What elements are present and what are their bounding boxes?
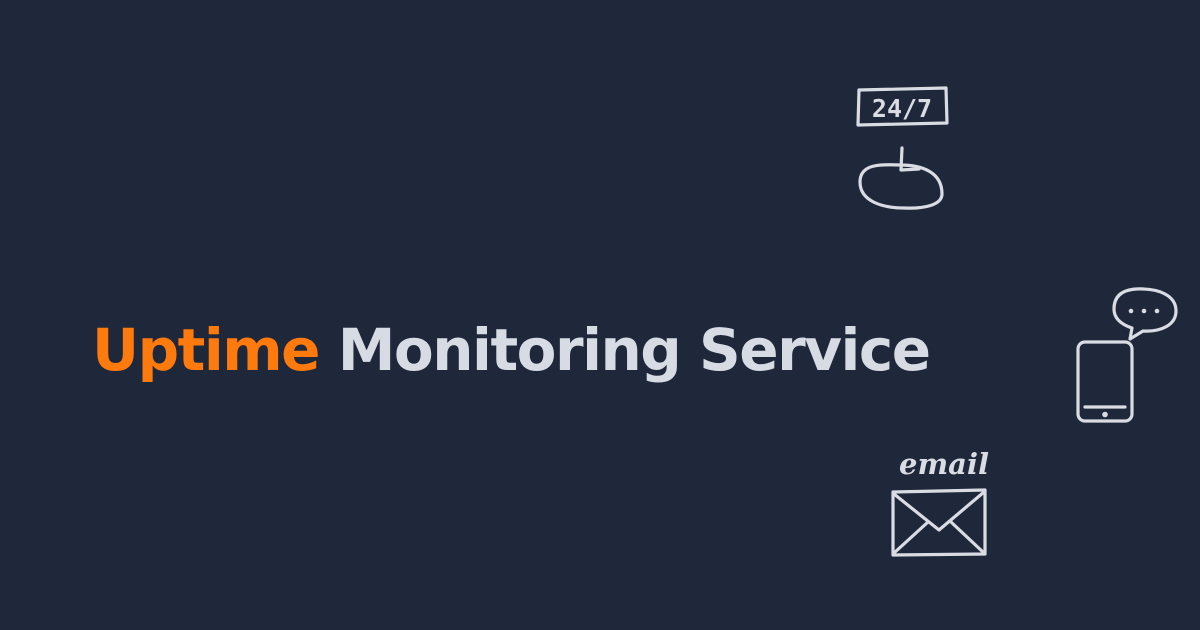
headline-rest: Monitoring Service [337,316,931,384]
email-label: email [899,447,989,481]
mobile-phone-message-icon [1076,287,1178,423]
clock-24-7-label: 24/7 [872,94,932,123]
clock-24-7-icon: 24/7 [856,86,949,210]
headline-accent-word: Uptime [92,316,321,384]
page-title: Uptime Monitoring Service [92,312,931,388]
email-envelope-icon: email [891,447,989,557]
